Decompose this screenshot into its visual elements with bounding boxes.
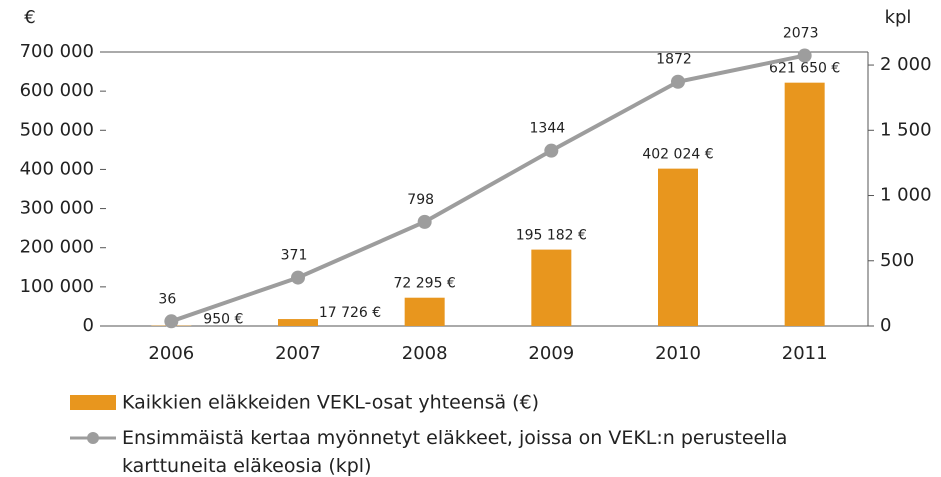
bar xyxy=(531,249,572,326)
line-marker xyxy=(417,214,432,229)
legend-bar-swatch xyxy=(70,395,116,410)
y-tick-label: 200 000 xyxy=(20,237,94,258)
y2-tick-label: 0 xyxy=(880,315,891,336)
line-marker xyxy=(544,143,559,158)
line-marker xyxy=(671,74,685,89)
bar-value-label: 402 024 € xyxy=(642,147,713,163)
line-marker xyxy=(164,314,179,329)
bar-value-label: 195 182 € xyxy=(516,228,587,244)
legend-line-marker xyxy=(87,432,99,444)
bar-value-label: 17 726 € xyxy=(319,305,381,321)
y-tick-label: 500 000 xyxy=(20,119,94,140)
line-marker xyxy=(797,48,812,63)
y-tick-label: 700 000 xyxy=(20,41,94,62)
x-tick-label: 2008 xyxy=(402,343,448,364)
y-tick-label: 0 xyxy=(83,315,94,336)
line-value-label: 371 xyxy=(281,248,308,264)
bar-value-label: 950 € xyxy=(203,312,243,328)
y2-unit: kpl xyxy=(885,7,912,28)
legend-line-label: Ensimmäistä kertaa myönnetyt eläkkeet, j… xyxy=(122,427,788,477)
x-tick-label: 2011 xyxy=(782,343,828,364)
bar xyxy=(278,319,318,326)
line-value-label: 2073 xyxy=(783,26,819,42)
y-tick-label: 100 000 xyxy=(20,276,94,297)
y-tick-label: 300 000 xyxy=(20,198,94,219)
y-tick-label: 400 000 xyxy=(20,158,94,179)
line-value-label: 36 xyxy=(158,291,176,307)
bar-value-label: 621 650 € xyxy=(769,61,840,77)
line xyxy=(170,53,806,324)
y-tick-label: 600 000 xyxy=(20,80,94,101)
y2-tick-label: 1 500 xyxy=(880,119,932,140)
line-value-label: 1344 xyxy=(530,121,566,137)
bar xyxy=(404,297,445,326)
x-tick-label: 2010 xyxy=(655,343,701,364)
y2-tick-label: 500 xyxy=(880,250,914,271)
bar xyxy=(658,168,698,326)
x-tick-label: 2007 xyxy=(275,343,321,364)
line-value-label: 798 xyxy=(407,192,434,208)
legend-bar-label: Kaikkien eläkkeiden VEKL-osat yhteensä (… xyxy=(122,392,539,414)
bar xyxy=(784,82,825,326)
y2-tick-label: 1 000 xyxy=(880,185,932,206)
x-tick-label: 2009 xyxy=(528,343,574,364)
y2-tick-label: 2 000 xyxy=(880,54,932,75)
line-marker xyxy=(291,270,305,285)
bar-value-label: 72 295 € xyxy=(393,276,455,292)
y-unit: € xyxy=(24,7,35,28)
line-value-label: 1872 xyxy=(656,52,692,68)
x-tick-label: 2006 xyxy=(148,343,194,364)
